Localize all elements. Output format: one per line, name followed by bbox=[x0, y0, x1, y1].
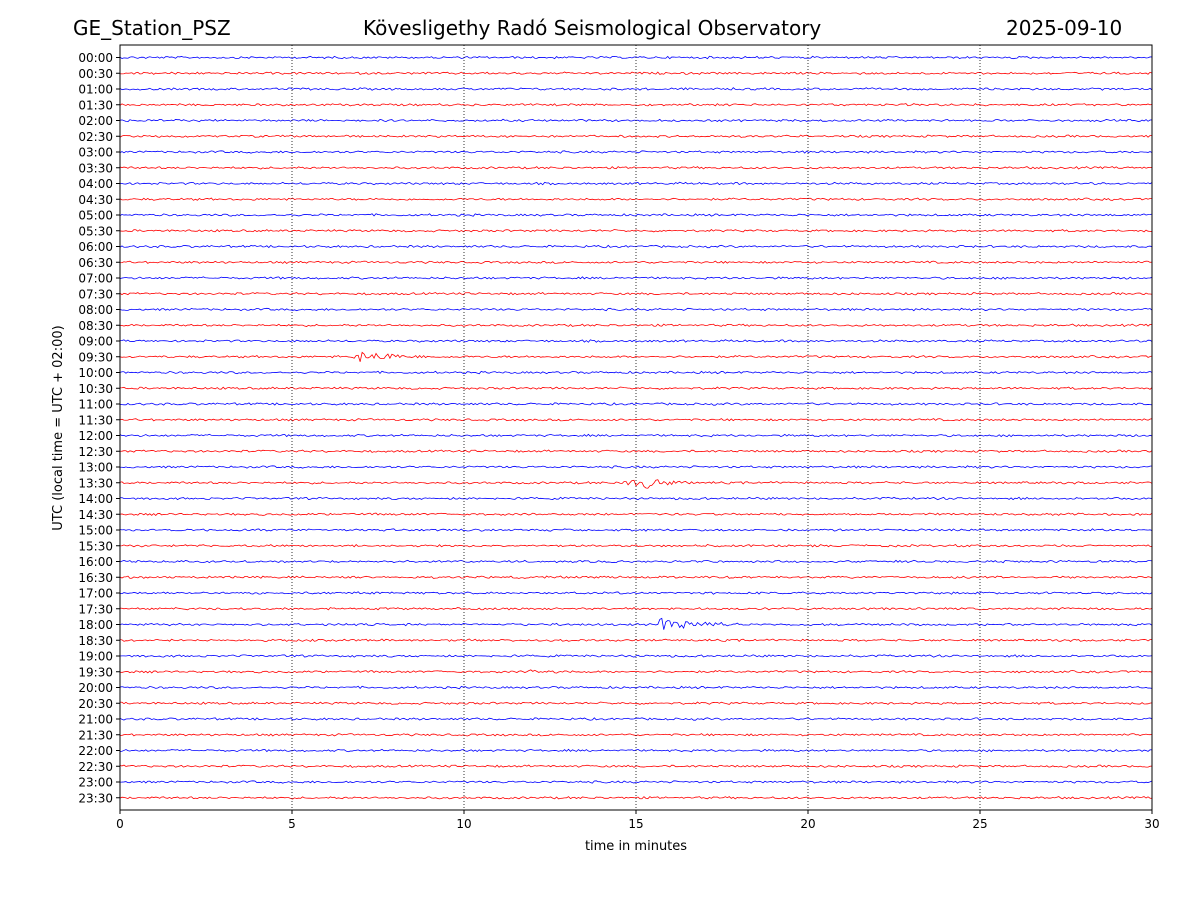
y-tick-label: 03:00 bbox=[78, 146, 113, 160]
y-tick-label: 20:30 bbox=[78, 697, 113, 711]
y-tick-label: 14:00 bbox=[78, 492, 113, 506]
trace-0100 bbox=[119, 87, 1153, 91]
y-tick-label: 12:30 bbox=[78, 445, 113, 459]
y-tick-label: 11:30 bbox=[78, 413, 113, 427]
y-tick-label: 04:00 bbox=[78, 177, 113, 191]
y-tick-label: 10:00 bbox=[78, 366, 113, 380]
x-tick-label: 30 bbox=[1144, 817, 1159, 831]
trace-0130 bbox=[119, 103, 1153, 107]
y-tick-label: 00:30 bbox=[78, 67, 113, 81]
trace-1530 bbox=[119, 544, 1153, 548]
y-tick-label: 17:30 bbox=[78, 602, 113, 616]
y-tick-label: 13:00 bbox=[78, 461, 113, 475]
trace-0330 bbox=[119, 166, 1153, 170]
x-tick-label: 25 bbox=[972, 817, 987, 831]
y-tick-label: 15:00 bbox=[78, 524, 113, 538]
y-tick-label: 15:30 bbox=[78, 539, 113, 553]
y-tick-label: 16:30 bbox=[78, 571, 113, 585]
x-tick-label: 0 bbox=[116, 817, 124, 831]
y-tick-label: 16:00 bbox=[78, 555, 113, 569]
y-tick-label: 21:00 bbox=[78, 713, 113, 727]
y-tick-label: 02:30 bbox=[78, 130, 113, 144]
trace-0700 bbox=[119, 276, 1153, 280]
y-tick-label: 23:00 bbox=[78, 776, 113, 790]
trace-2100 bbox=[119, 717, 1153, 721]
y-tick-label: 19:30 bbox=[78, 665, 113, 679]
x-tick-label: 20 bbox=[800, 817, 815, 831]
trace-1100 bbox=[119, 402, 1153, 406]
observatory-title: Kövesligethy Radó Seismological Observat… bbox=[363, 16, 822, 40]
y-tick-label: 22:00 bbox=[78, 744, 113, 758]
x-tick-label: 5 bbox=[288, 817, 296, 831]
trace-0000 bbox=[119, 55, 1153, 60]
x-axis-label: time in minutes bbox=[585, 839, 687, 854]
x-axis: 0 5 10 15 20 25 30 bbox=[116, 810, 1160, 831]
y-tick-label: 09:00 bbox=[78, 335, 113, 349]
chart-date: 2025-09-10 bbox=[1006, 16, 1123, 40]
y-tick-label: 07:00 bbox=[78, 272, 113, 286]
y-tick-label: 14:30 bbox=[78, 508, 113, 522]
y-tick-label: 19:00 bbox=[78, 650, 113, 664]
x-tick-label: 15 bbox=[628, 817, 643, 831]
y-tick-label: 22:30 bbox=[78, 760, 113, 774]
trace-0930 bbox=[119, 351, 1153, 362]
trace-1500 bbox=[119, 528, 1153, 532]
trace-0300 bbox=[119, 150, 1153, 154]
y-tick-label: 09:30 bbox=[78, 350, 113, 364]
y-tick-label: 11:00 bbox=[78, 398, 113, 412]
y-tick-label: 06:30 bbox=[78, 256, 113, 270]
y-tick-label: 01:00 bbox=[78, 83, 113, 97]
y-tick-label: 21:30 bbox=[78, 728, 113, 742]
y-tick-label: 23:30 bbox=[78, 791, 113, 805]
y-tick-label: 13:30 bbox=[78, 476, 113, 490]
y-tick-label: 10:30 bbox=[78, 382, 113, 396]
trace-2300 bbox=[119, 780, 1153, 784]
trace-0500 bbox=[119, 213, 1153, 217]
y-tick-label: 07:30 bbox=[78, 287, 113, 301]
y-axis-label: UTC (local time = UTC + 02:00) bbox=[51, 325, 66, 530]
y-tick-label: 00:00 bbox=[78, 51, 113, 65]
x-tick-label: 10 bbox=[456, 817, 471, 831]
y-tick-label: 02:00 bbox=[78, 114, 113, 128]
y-tick-label: 08:00 bbox=[78, 303, 113, 317]
y-tick-label: 04:30 bbox=[78, 193, 113, 207]
y-tick-label: 03:30 bbox=[78, 161, 113, 175]
y-tick-label: 05:00 bbox=[78, 209, 113, 223]
y-tick-label: 05:30 bbox=[78, 224, 113, 238]
trace-0900 bbox=[119, 339, 1153, 343]
y-tick-label: 17:00 bbox=[78, 587, 113, 601]
y-tick-label: 08:30 bbox=[78, 319, 113, 333]
y-tick-label: 18:00 bbox=[78, 618, 113, 632]
y-tick-label: 06:00 bbox=[78, 240, 113, 254]
trace-1700 bbox=[119, 591, 1153, 595]
trace-1900 bbox=[119, 654, 1153, 658]
trace-0530 bbox=[119, 229, 1153, 233]
y-tick-label: 12:00 bbox=[78, 429, 113, 443]
grid-group bbox=[291, 45, 981, 810]
y-tick-label: 20:00 bbox=[78, 681, 113, 695]
station-name: GE_Station_PSZ bbox=[73, 16, 231, 40]
trace-1300 bbox=[119, 465, 1153, 469]
y-tick-label: 18:30 bbox=[78, 634, 113, 648]
trace-2000 bbox=[119, 685, 1153, 690]
y-tick-label: 01:30 bbox=[78, 98, 113, 112]
